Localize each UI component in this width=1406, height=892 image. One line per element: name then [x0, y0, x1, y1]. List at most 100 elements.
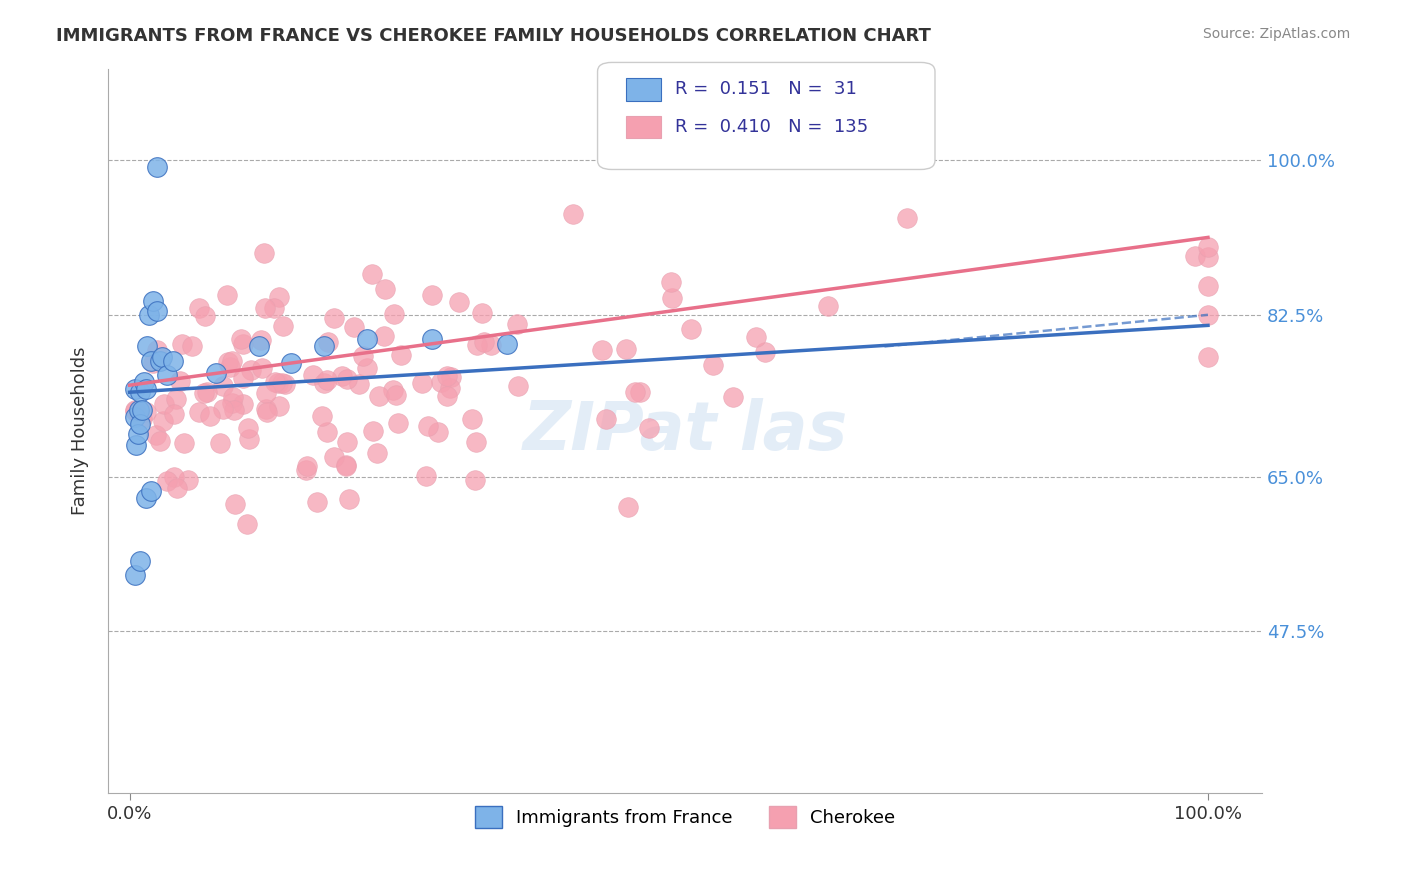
Point — [661, 291, 683, 305]
Point — [616, 342, 638, 356]
Point — [342, 319, 364, 334]
Point — [127, 427, 149, 442]
Point — [1197, 308, 1219, 322]
Point — [194, 309, 217, 323]
Point — [142, 356, 165, 370]
Point — [439, 381, 461, 395]
Point — [307, 495, 329, 509]
Point — [139, 353, 162, 368]
Point — [302, 368, 325, 383]
Point — [1197, 279, 1219, 293]
Point — [249, 333, 271, 347]
Point — [430, 375, 453, 389]
Point — [129, 385, 152, 400]
Point — [224, 497, 246, 511]
Point — [411, 376, 433, 391]
Point — [361, 424, 384, 438]
Point — [479, 338, 502, 352]
Point — [436, 389, 458, 403]
Point — [389, 348, 412, 362]
Point — [198, 409, 221, 424]
Point — [139, 483, 162, 498]
Point — [896, 211, 918, 225]
Point — [496, 337, 519, 351]
Point — [124, 568, 146, 582]
Point — [312, 376, 335, 390]
Point — [135, 491, 157, 505]
Point — [330, 368, 353, 383]
Point — [177, 473, 200, 487]
Point — [461, 412, 484, 426]
Point — [211, 402, 233, 417]
Point — [131, 402, 153, 417]
Point — [128, 402, 150, 417]
Point — [447, 294, 470, 309]
Point — [131, 412, 153, 426]
Point — [253, 301, 276, 315]
Point — [506, 318, 529, 332]
Point — [702, 358, 724, 372]
Point — [335, 458, 357, 473]
Point — [238, 421, 260, 435]
Point — [361, 267, 384, 281]
Point — [232, 397, 254, 411]
Point — [295, 463, 318, 477]
Point — [316, 373, 339, 387]
Point — [744, 330, 766, 344]
Point — [420, 287, 443, 301]
Point — [124, 403, 146, 417]
Point — [367, 388, 389, 402]
Point — [188, 301, 211, 315]
Point — [169, 374, 191, 388]
Point — [356, 333, 378, 347]
Point — [173, 435, 195, 450]
Point — [238, 433, 260, 447]
Point — [1197, 240, 1219, 254]
Point — [219, 360, 242, 375]
Point — [416, 418, 439, 433]
Point — [312, 339, 335, 353]
Point — [135, 339, 157, 353]
Point — [464, 473, 486, 487]
Point — [145, 428, 167, 442]
Point — [217, 355, 239, 369]
Point — [1197, 250, 1219, 264]
Text: IMMIGRANTS FROM FRANCE VS CHEROKEE FAMILY HOUSEHOLDS CORRELATION CHART: IMMIGRANTS FROM FRANCE VS CHEROKEE FAMIL… — [56, 27, 931, 45]
Point — [236, 516, 259, 531]
Point — [721, 390, 744, 404]
Point — [337, 492, 360, 507]
Point — [628, 384, 651, 399]
Point — [465, 338, 488, 352]
Point — [318, 334, 340, 349]
Point — [387, 416, 409, 430]
Point — [254, 401, 277, 416]
Point — [336, 372, 359, 386]
Legend: Immigrants from France, Cherokee: Immigrants from France, Cherokee — [467, 798, 903, 835]
Point — [205, 366, 228, 380]
Point — [817, 299, 839, 313]
Point — [356, 361, 378, 376]
Point — [508, 378, 530, 392]
Text: R =  0.410   N =  135: R = 0.410 N = 135 — [675, 118, 868, 136]
Point — [232, 371, 254, 385]
Point — [595, 411, 617, 425]
Point — [162, 353, 184, 368]
Point — [323, 311, 346, 326]
Point — [297, 459, 319, 474]
Point — [366, 446, 388, 460]
Point — [1184, 249, 1206, 263]
Point — [165, 392, 187, 407]
Point — [267, 376, 290, 390]
Point — [1197, 350, 1219, 364]
Point — [170, 337, 193, 351]
Point — [336, 434, 359, 449]
Point — [659, 275, 682, 289]
Point — [224, 402, 246, 417]
Point — [156, 474, 179, 488]
Point — [142, 293, 165, 308]
Point — [217, 287, 239, 301]
Point — [247, 339, 270, 353]
Point — [420, 333, 443, 347]
Point — [129, 554, 152, 568]
Point — [384, 388, 406, 402]
